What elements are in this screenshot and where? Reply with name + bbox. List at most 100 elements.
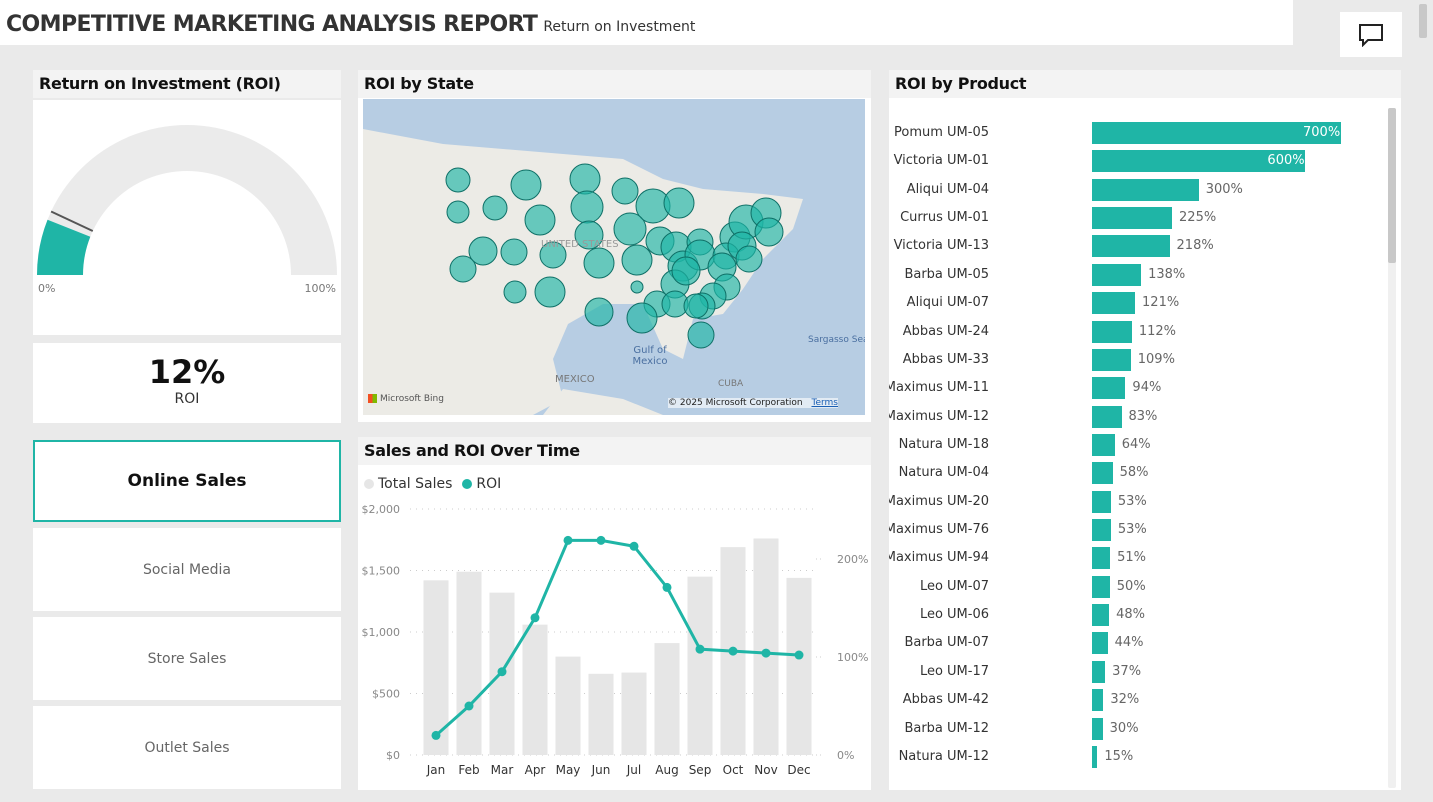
product-bar[interactable] [1092,405,1122,428]
product-row[interactable]: Barba UM-05 138% [889,263,1389,286]
header-scrollbar[interactable] [1419,4,1427,38]
state-roi-bubble[interactable] [510,169,542,201]
product-row[interactable]: Aliqui UM-04 300% [889,178,1389,201]
product-bar[interactable] [1092,207,1173,230]
product-bar[interactable] [1092,122,1341,144]
state-roi-bubble[interactable] [683,293,709,319]
product-row[interactable]: Maximus UM-20 53% [889,490,1389,513]
product-bar[interactable] [1092,745,1098,768]
state-roi-bubble[interactable] [449,255,477,283]
online-sales-button[interactable]: Online Sales [33,440,341,522]
state-roi-bubble[interactable] [503,280,527,304]
roi-point[interactable] [695,644,705,654]
state-roi-bubble[interactable] [583,247,615,279]
product-bar[interactable] [1092,575,1110,598]
store-sales-button[interactable]: Store Sales [33,617,341,700]
terms-link[interactable]: Terms [811,398,838,408]
product-bar[interactable] [1092,377,1126,400]
product-bar[interactable] [1092,462,1113,485]
product-bar[interactable] [1092,178,1199,201]
state-roi-bubble[interactable] [570,190,604,224]
state-roi-bubble[interactable] [626,302,658,334]
state-roi-bubble[interactable] [468,236,498,266]
product-bar[interactable] [1092,263,1142,286]
state-roi-bubble[interactable] [611,177,639,205]
product-row[interactable]: Natura UM-12 15% [889,745,1389,768]
roi-point[interactable] [728,646,738,656]
product-row[interactable]: Victoria UM-13 218% [889,235,1389,258]
product-bar[interactable] [1092,547,1111,570]
products-scrollbar[interactable] [1388,108,1396,263]
state-roi-bubble[interactable] [534,276,566,308]
sales-bar[interactable] [423,580,449,755]
product-row[interactable]: Abbas UM-42 32% [889,689,1389,712]
sales-bar[interactable] [456,571,482,755]
roi-map[interactable]: UNITED STATES MEXICO Gulf of Mexico CUBA… [363,99,865,415]
social-media-button[interactable]: Social Media [33,528,341,611]
product-bar[interactable] [1092,235,1170,258]
product-bar[interactable] [1092,490,1111,513]
product-bar[interactable] [1092,433,1115,456]
sales-bar[interactable] [588,673,614,755]
state-roi-bubble[interactable] [500,238,528,266]
product-row[interactable]: Leo UM-17 37% [889,660,1389,683]
product-row[interactable]: Barba UM-12 30% [889,717,1389,740]
state-roi-bubble[interactable] [574,220,604,250]
sales-bar[interactable] [621,672,647,755]
roi-point[interactable] [662,582,672,592]
product-row[interactable]: Pomum UM-05 700% [889,122,1389,144]
state-roi-bubble[interactable] [621,244,653,276]
legend-total-sales[interactable]: Total Sales [378,476,453,492]
legend-roi[interactable]: ROI [476,476,502,492]
state-roi-bubble[interactable] [482,195,508,221]
state-roi-bubble[interactable] [671,256,701,286]
sales-bar[interactable] [555,656,581,755]
sales-bar[interactable] [654,643,680,755]
state-roi-bubble[interactable] [687,321,715,349]
roi-point[interactable] [497,667,507,677]
state-roi-bubble[interactable] [754,217,784,247]
product-bar[interactable] [1092,660,1106,683]
product-bar[interactable] [1092,519,1111,542]
product-row[interactable]: Maximus UM-11 94% [889,377,1389,400]
state-roi-bubble[interactable] [584,297,614,327]
sales-bar[interactable] [522,624,548,755]
product-row[interactable]: Maximus UM-12 83% [889,405,1389,428]
product-row[interactable]: Maximus UM-94 51% [889,547,1389,570]
product-row[interactable]: Currus UM-01 225% [889,207,1389,230]
state-roi-bubble[interactable] [539,241,567,269]
state-roi-bubble[interactable] [569,163,601,195]
product-row[interactable]: Barba UM-07 44% [889,632,1389,655]
product-row[interactable]: Abbas UM-24 112% [889,320,1389,343]
roi-point[interactable] [761,648,771,658]
roi-point[interactable] [629,541,639,551]
sales-bar[interactable] [753,538,779,755]
product-row[interactable]: Natura UM-18 64% [889,433,1389,456]
product-bar[interactable] [1092,717,1103,740]
product-row[interactable]: Abbas UM-33 109% [889,348,1389,371]
product-row[interactable]: Leo UM-06 48% [889,604,1389,627]
roi-point[interactable] [794,650,804,660]
roi-point[interactable] [530,613,540,623]
state-roi-bubble[interactable] [630,280,644,294]
product-bar[interactable] [1092,292,1136,315]
product-bar[interactable] [1092,320,1132,343]
product-bar[interactable] [1092,604,1110,627]
roi-point[interactable] [563,535,573,545]
product-row[interactable]: Victoria UM-01 600% [889,150,1389,173]
product-bar[interactable] [1092,632,1108,655]
state-roi-bubble[interactable] [735,245,763,273]
map-canvas[interactable] [363,99,865,415]
state-roi-bubble[interactable] [445,167,471,193]
sales-bar[interactable] [786,577,812,755]
comment-button[interactable] [1340,12,1402,57]
state-roi-bubble[interactable] [446,200,470,224]
state-roi-bubble[interactable] [613,212,647,246]
product-bar[interactable] [1092,150,1306,173]
product-row[interactable]: Maximus UM-76 53% [889,519,1389,542]
roi-point[interactable] [431,730,441,740]
products-scroll-track[interactable] [1388,108,1396,788]
product-row[interactable]: Natura UM-04 58% [889,462,1389,485]
product-bar[interactable] [1092,348,1131,371]
state-roi-bubble[interactable] [663,187,695,219]
